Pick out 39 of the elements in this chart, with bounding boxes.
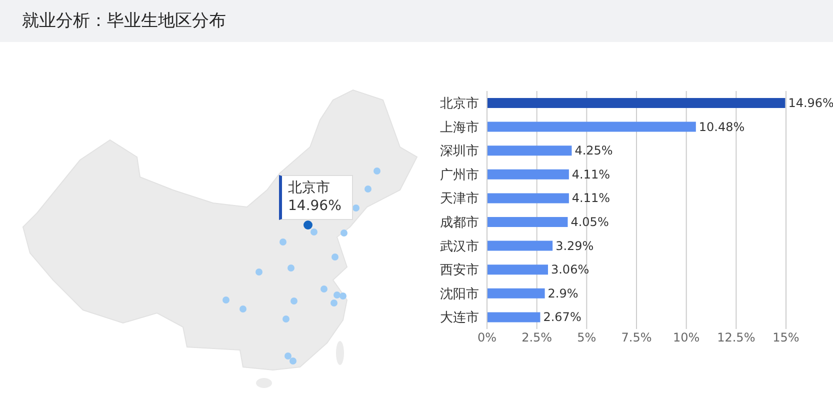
x-tick-label: 2.5% <box>522 330 552 345</box>
bar <box>487 146 572 156</box>
data-label: 3.06% <box>550 262 590 277</box>
bar <box>487 288 545 298</box>
x-tick-label: 5% <box>577 330 596 345</box>
text: 就业分析：毕业生地区分布 <box>22 10 226 32</box>
y-tick-label: 广州市 <box>440 168 479 183</box>
data-label: 4.25% <box>574 144 613 158</box>
data-label: 4.05% <box>570 215 609 229</box>
x-tick-label: 0% <box>477 330 497 345</box>
y-tick-label: 天津市 <box>440 192 479 207</box>
data-label: 4.11% <box>572 191 610 206</box>
y-tick-label: 西安市 <box>440 262 479 278</box>
x-tick-label: 12.5% <box>717 330 756 345</box>
y-tick-label: 大连市 <box>440 310 479 326</box>
data-label: 14.96% <box>788 96 833 110</box>
data-label: 3.29% <box>556 238 594 253</box>
bar <box>487 217 568 227</box>
bar <box>487 193 569 204</box>
y-tick-label: 成都市 <box>440 216 479 231</box>
bar <box>487 240 553 251</box>
bar <box>487 169 569 180</box>
x-tick-label: 7.5% <box>621 330 652 345</box>
data-label: 2.67% <box>543 310 582 324</box>
x-tick-label: 15% <box>772 330 800 345</box>
data-label: 4.11% <box>572 167 610 182</box>
bar <box>487 264 548 275</box>
y-tick-label: 上海市 <box>440 120 479 136</box>
x-tick-label: 10% <box>672 330 700 345</box>
y-tick-label: 沈阳市 <box>440 286 479 302</box>
y-tick-label: 北京市 <box>440 96 479 112</box>
tooltip-box: 北京市 14.96% <box>279 175 353 220</box>
data-label: 2.9% <box>548 286 578 300</box>
data-label: 10.48% <box>698 120 745 134</box>
bar <box>487 122 696 132</box>
y-tick-label: 武汉市 <box>440 239 479 254</box>
bar <box>487 312 540 322</box>
y-tick-label: 深圳市 <box>440 144 479 160</box>
bar <box>487 98 786 108</box>
